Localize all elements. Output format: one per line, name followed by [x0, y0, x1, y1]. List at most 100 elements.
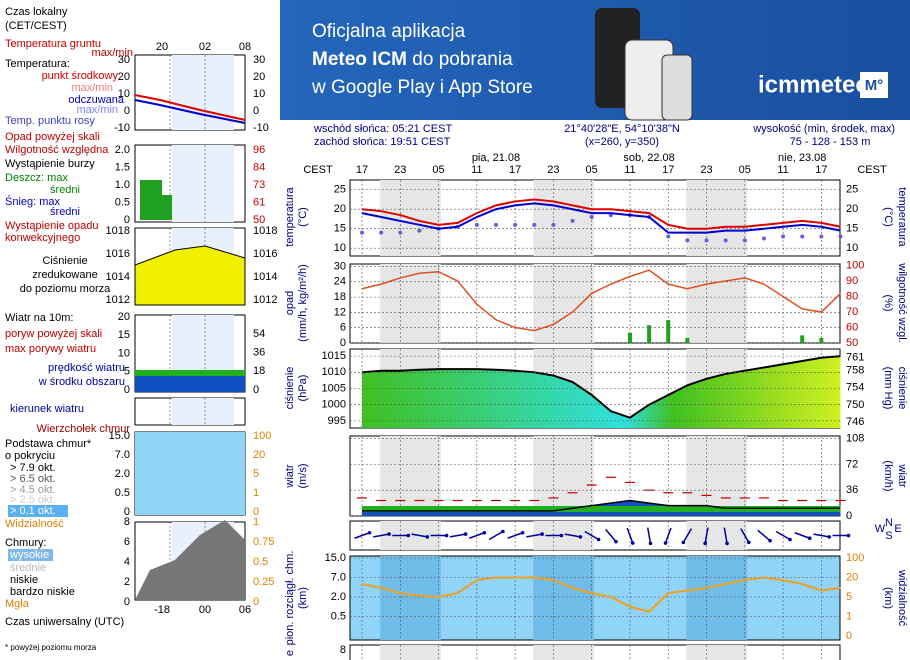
wind-arrow-head: [520, 530, 525, 535]
legend-label: poryw powyżej skali: [5, 328, 102, 340]
tick-label: 08: [239, 41, 251, 53]
tick-label: 15.0: [109, 430, 130, 442]
tick-label: E: [894, 523, 901, 535]
wind-arrow: [373, 533, 390, 538]
tick-label: 995: [328, 415, 346, 427]
wind-arrow-head: [367, 530, 372, 535]
coords: 21°40'28"E, 54°10'38"N: [564, 123, 680, 135]
tick-label: 36: [253, 347, 265, 359]
tick-label: 0: [124, 596, 130, 608]
dew-point: [723, 238, 728, 243]
tick-label: 20: [334, 203, 346, 215]
tick-label: 61: [253, 196, 265, 208]
tick-label: 1: [846, 610, 852, 622]
axis-label: opad: [284, 291, 296, 315]
dew-point: [838, 234, 843, 239]
sample-wind-green: [135, 370, 245, 376]
tick-label: 0: [846, 630, 852, 642]
legend-label: Wierzchołek chmur: [36, 423, 130, 435]
dew-point: [685, 238, 690, 243]
axis-label: (km): [882, 587, 894, 609]
legend-label: (CET/CEST): [5, 20, 67, 32]
axis-label: wiatr: [896, 463, 908, 488]
rain-bar: [627, 332, 632, 343]
wind-arrow-head: [788, 537, 792, 542]
sample-sensed: [134, 99, 246, 124]
tick-label: 11: [471, 164, 482, 176]
tick-label: 12: [334, 306, 346, 318]
tick-label: 1012: [253, 294, 277, 306]
night-band: [686, 436, 748, 516]
tick-label: 1010: [322, 366, 346, 378]
legend-label: > 2.5 okt.: [10, 494, 56, 506]
wind-arrow: [664, 527, 672, 544]
axis-label: (mm/h, kg/m²/h): [297, 264, 309, 342]
legend-label: > 6.5 okt.: [10, 473, 56, 485]
tick-label: 60: [846, 321, 858, 333]
tick-label: CEST: [303, 164, 333, 176]
wind-arrow-head: [596, 537, 601, 542]
rain-bar: [800, 335, 805, 343]
tick-label: 2.0: [331, 591, 346, 603]
tick-label: 0: [253, 596, 259, 608]
series-line: [361, 355, 841, 419]
axis-label: temperatura: [896, 187, 908, 247]
legend-label: Śnieg: max: [5, 195, 61, 208]
sample-clouds: [135, 432, 245, 515]
tick-label: 761: [846, 351, 864, 363]
night-band: [533, 180, 594, 256]
wind-arrow: [605, 528, 617, 543]
tick-label: N: [885, 517, 893, 529]
daylight-band: [172, 55, 234, 130]
tick-label: 1018: [253, 225, 277, 237]
tick-label: 05: [739, 164, 751, 176]
tick-label: 10: [253, 88, 265, 100]
banner-text: Oficjalna aplikacja: [312, 21, 466, 42]
legend-label: Deszcz: max: [5, 172, 68, 184]
wind-arrow-head: [648, 541, 653, 546]
tick-label: 100: [846, 259, 864, 271]
tick-label: 20: [118, 311, 130, 323]
wind-arrow: [488, 530, 504, 541]
wind-arrow-head: [768, 538, 772, 543]
wind-arrow-head: [559, 533, 564, 538]
wind-arrow: [449, 533, 466, 538]
wind-strip: [362, 506, 841, 512]
wind-arrow-head: [807, 536, 812, 541]
tick-label: 24: [334, 276, 346, 288]
tick-label: 1: [253, 487, 259, 499]
tick-label: 20: [253, 71, 265, 83]
series-line: [361, 198, 841, 230]
wind-arrow-head: [501, 529, 505, 534]
tick-label: 1.0: [115, 179, 130, 191]
tick-label: 0.75: [253, 536, 274, 548]
elevation-label: wysokość (min, środek, max): [752, 123, 895, 135]
tick-label: 10: [334, 242, 346, 254]
tick-label: 1: [253, 516, 259, 528]
tick-label: 8: [124, 516, 130, 528]
legend-label: Podstawa chmur*: [5, 438, 92, 450]
tick-label: S: [885, 530, 892, 542]
tick-label: 17: [662, 164, 674, 176]
night-band: [533, 436, 594, 516]
night-band: [686, 556, 748, 640]
axis-label: (km/h): [882, 460, 894, 491]
night-band: [686, 645, 748, 660]
series-line: [361, 202, 841, 234]
tick-label: 746: [846, 416, 864, 428]
tick-label: 758: [846, 364, 864, 376]
dew-point: [761, 236, 766, 241]
tick-label: 1014: [253, 271, 277, 283]
legend-label: o pokryciu: [5, 450, 55, 462]
axis-label: e: [284, 650, 296, 656]
dew-point: [704, 238, 709, 243]
tick-label: 70: [846, 306, 858, 318]
series-line: [361, 576, 841, 613]
wind-arrow: [564, 533, 581, 538]
tick-label: 23: [394, 164, 406, 176]
tick-label: 2: [124, 576, 130, 588]
tick-label: 25: [846, 184, 858, 196]
night-band: [380, 556, 441, 640]
dew-point: [819, 234, 824, 239]
